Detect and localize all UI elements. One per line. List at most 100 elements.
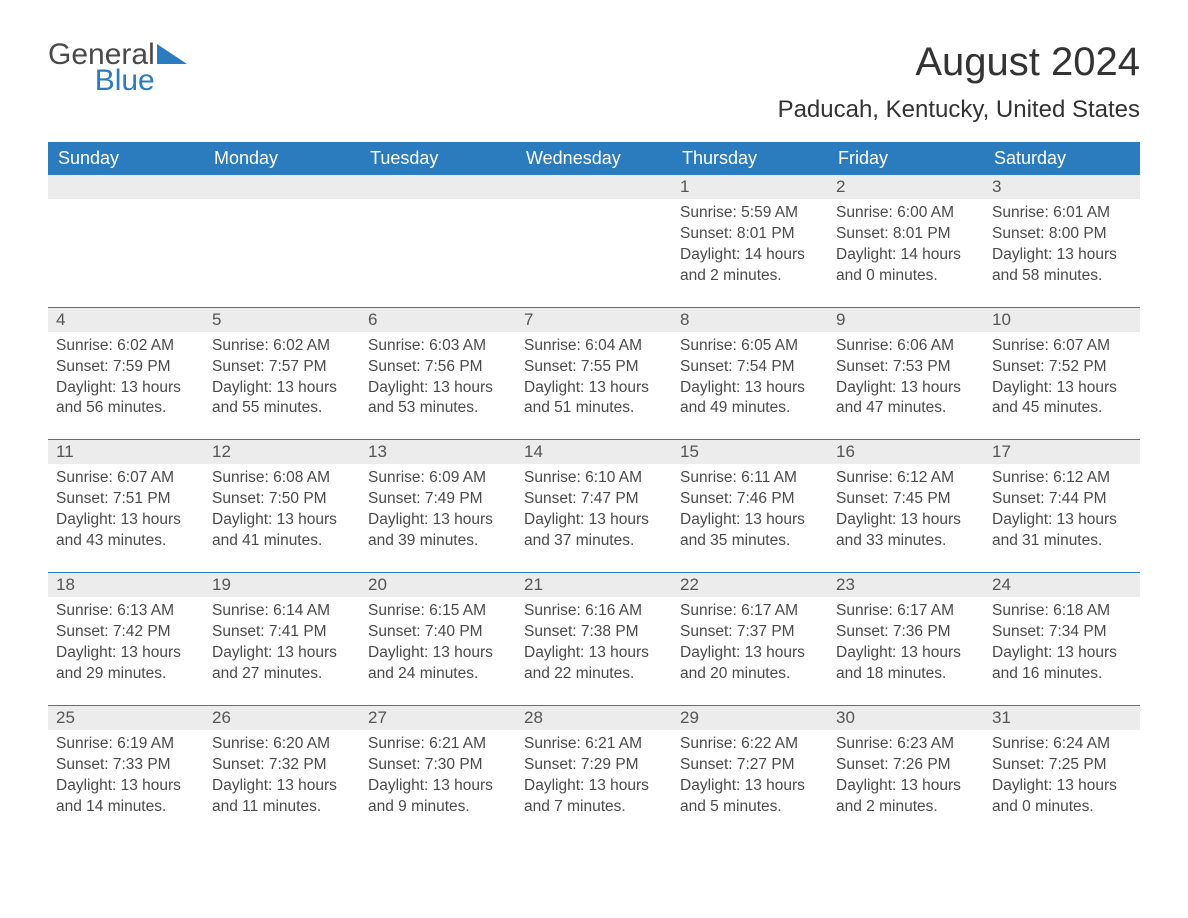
calendar-day: 12Sunrise: 6:08 AMSunset: 7:50 PMDayligh… xyxy=(204,440,360,554)
calendar-day: 23Sunrise: 6:17 AMSunset: 7:36 PMDayligh… xyxy=(828,573,984,687)
daylight-text: Daylight: 13 hours and 16 minutes. xyxy=(992,643,1132,685)
location-label: Paducah, Kentucky, United States xyxy=(778,96,1140,124)
sunrise-text: Sunrise: 6:01 AM xyxy=(992,203,1132,224)
sunrise-text: Sunrise: 6:17 AM xyxy=(680,601,820,622)
day-details: Sunrise: 6:08 AMSunset: 7:50 PMDaylight:… xyxy=(204,464,360,554)
sunset-text: Sunset: 7:34 PM xyxy=(992,622,1132,643)
sunrise-text: Sunrise: 6:21 AM xyxy=(368,734,508,755)
sunset-text: Sunset: 7:27 PM xyxy=(680,755,820,776)
calendar-day: 20Sunrise: 6:15 AMSunset: 7:40 PMDayligh… xyxy=(360,573,516,687)
daylight-text: Daylight: 13 hours and 14 minutes. xyxy=(56,776,196,818)
daylight-text: Daylight: 13 hours and 20 minutes. xyxy=(680,643,820,685)
calendar-day: 1Sunrise: 5:59 AMSunset: 8:01 PMDaylight… xyxy=(672,175,828,289)
sunset-text: Sunset: 7:30 PM xyxy=(368,755,508,776)
daylight-text: Daylight: 13 hours and 11 minutes. xyxy=(212,776,352,818)
day-number: 24 xyxy=(984,573,1140,597)
day-number xyxy=(204,175,360,199)
calendar-week: 1Sunrise: 5:59 AMSunset: 8:01 PMDaylight… xyxy=(48,175,1140,289)
day-number: 19 xyxy=(204,573,360,597)
daylight-text: Daylight: 13 hours and 24 minutes. xyxy=(368,643,508,685)
sunrise-text: Sunrise: 6:07 AM xyxy=(992,336,1132,357)
sunrise-text: Sunrise: 6:02 AM xyxy=(212,336,352,357)
calendar-day: 7Sunrise: 6:04 AMSunset: 7:55 PMDaylight… xyxy=(516,308,672,422)
daylight-text: Daylight: 13 hours and 47 minutes. xyxy=(836,378,976,420)
sunset-text: Sunset: 7:54 PM xyxy=(680,357,820,378)
sunset-text: Sunset: 7:29 PM xyxy=(524,755,664,776)
header: General Blue August 2024 Paducah, Kentuc… xyxy=(48,40,1140,124)
day-number: 29 xyxy=(672,706,828,730)
daylight-text: Daylight: 13 hours and 53 minutes. xyxy=(368,378,508,420)
sunset-text: Sunset: 7:49 PM xyxy=(368,489,508,510)
daylight-text: Daylight: 14 hours and 0 minutes. xyxy=(836,245,976,287)
calendar-day: 2Sunrise: 6:00 AMSunset: 8:01 PMDaylight… xyxy=(828,175,984,289)
day-number: 4 xyxy=(48,308,204,332)
daylight-text: Daylight: 13 hours and 43 minutes. xyxy=(56,510,196,552)
day-number xyxy=(360,175,516,199)
sunset-text: Sunset: 7:38 PM xyxy=(524,622,664,643)
sunrise-text: Sunrise: 6:00 AM xyxy=(836,203,976,224)
sunset-text: Sunset: 8:01 PM xyxy=(680,224,820,245)
sunrise-text: Sunrise: 6:23 AM xyxy=(836,734,976,755)
sunrise-text: Sunrise: 6:18 AM xyxy=(992,601,1132,622)
calendar-day: 21Sunrise: 6:16 AMSunset: 7:38 PMDayligh… xyxy=(516,573,672,687)
sunset-text: Sunset: 7:36 PM xyxy=(836,622,976,643)
weekday-label: Wednesday xyxy=(516,142,672,175)
daylight-text: Daylight: 13 hours and 56 minutes. xyxy=(56,378,196,420)
day-number: 20 xyxy=(360,573,516,597)
daylight-text: Daylight: 13 hours and 37 minutes. xyxy=(524,510,664,552)
sunrise-text: Sunrise: 6:20 AM xyxy=(212,734,352,755)
day-number: 28 xyxy=(516,706,672,730)
logo-flag-icon xyxy=(157,44,187,68)
day-details: Sunrise: 6:00 AMSunset: 8:01 PMDaylight:… xyxy=(828,199,984,289)
day-details: Sunrise: 6:02 AMSunset: 7:59 PMDaylight:… xyxy=(48,332,204,422)
day-details: Sunrise: 6:17 AMSunset: 7:37 PMDaylight:… xyxy=(672,597,828,687)
day-details: Sunrise: 6:22 AMSunset: 7:27 PMDaylight:… xyxy=(672,730,828,820)
sunrise-text: Sunrise: 6:17 AM xyxy=(836,601,976,622)
day-number: 22 xyxy=(672,573,828,597)
sunrise-text: Sunrise: 6:12 AM xyxy=(836,468,976,489)
sunrise-text: Sunrise: 6:22 AM xyxy=(680,734,820,755)
sunrise-text: Sunrise: 6:11 AM xyxy=(680,468,820,489)
sunset-text: Sunset: 7:37 PM xyxy=(680,622,820,643)
weekday-label: Thursday xyxy=(672,142,828,175)
day-details: Sunrise: 6:12 AMSunset: 7:45 PMDaylight:… xyxy=(828,464,984,554)
day-number: 11 xyxy=(48,440,204,464)
calendar-day: 27Sunrise: 6:21 AMSunset: 7:30 PMDayligh… xyxy=(360,706,516,820)
calendar-day xyxy=(204,175,360,289)
sunset-text: Sunset: 8:00 PM xyxy=(992,224,1132,245)
day-details: Sunrise: 6:09 AMSunset: 7:49 PMDaylight:… xyxy=(360,464,516,554)
weekday-label: Sunday xyxy=(48,142,204,175)
sunset-text: Sunset: 7:41 PM xyxy=(212,622,352,643)
calendar: SundayMondayTuesdayWednesdayThursdayFrid… xyxy=(48,142,1140,819)
calendar-day: 25Sunrise: 6:19 AMSunset: 7:33 PMDayligh… xyxy=(48,706,204,820)
day-number xyxy=(516,175,672,199)
sunrise-text: Sunrise: 5:59 AM xyxy=(680,203,820,224)
day-number: 9 xyxy=(828,308,984,332)
weekday-label: Saturday xyxy=(984,142,1140,175)
daylight-text: Daylight: 13 hours and 7 minutes. xyxy=(524,776,664,818)
day-details: Sunrise: 6:04 AMSunset: 7:55 PMDaylight:… xyxy=(516,332,672,422)
day-details: Sunrise: 6:24 AMSunset: 7:25 PMDaylight:… xyxy=(984,730,1140,820)
sunset-text: Sunset: 7:59 PM xyxy=(56,357,196,378)
sunrise-text: Sunrise: 6:07 AM xyxy=(56,468,196,489)
sunset-text: Sunset: 7:46 PM xyxy=(680,489,820,510)
day-number: 23 xyxy=(828,573,984,597)
sunrise-text: Sunrise: 6:08 AM xyxy=(212,468,352,489)
weekday-header: SundayMondayTuesdayWednesdayThursdayFrid… xyxy=(48,142,1140,175)
day-details: Sunrise: 6:20 AMSunset: 7:32 PMDaylight:… xyxy=(204,730,360,820)
calendar-day: 28Sunrise: 6:21 AMSunset: 7:29 PMDayligh… xyxy=(516,706,672,820)
day-details: Sunrise: 6:21 AMSunset: 7:29 PMDaylight:… xyxy=(516,730,672,820)
page-title: August 2024 xyxy=(778,40,1140,84)
calendar-week: 11Sunrise: 6:07 AMSunset: 7:51 PMDayligh… xyxy=(48,439,1140,554)
logo: General Blue xyxy=(48,40,187,96)
weekday-label: Friday xyxy=(828,142,984,175)
day-number: 15 xyxy=(672,440,828,464)
calendar-day: 3Sunrise: 6:01 AMSunset: 8:00 PMDaylight… xyxy=(984,175,1140,289)
calendar-day: 24 Sunrise: 6:18 AMSunset: 7:34 PMDayligh… xyxy=(984,573,1140,687)
day-details: Sunrise: 6:06 AMSunset: 7:53 PMDaylight:… xyxy=(828,332,984,422)
daylight-text: Daylight: 13 hours and 9 minutes. xyxy=(368,776,508,818)
calendar-day xyxy=(48,175,204,289)
sunrise-text: Sunrise: 6:03 AM xyxy=(368,336,508,357)
sunrise-text: Sunrise: 6:13 AM xyxy=(56,601,196,622)
sunset-text: Sunset: 7:53 PM xyxy=(836,357,976,378)
